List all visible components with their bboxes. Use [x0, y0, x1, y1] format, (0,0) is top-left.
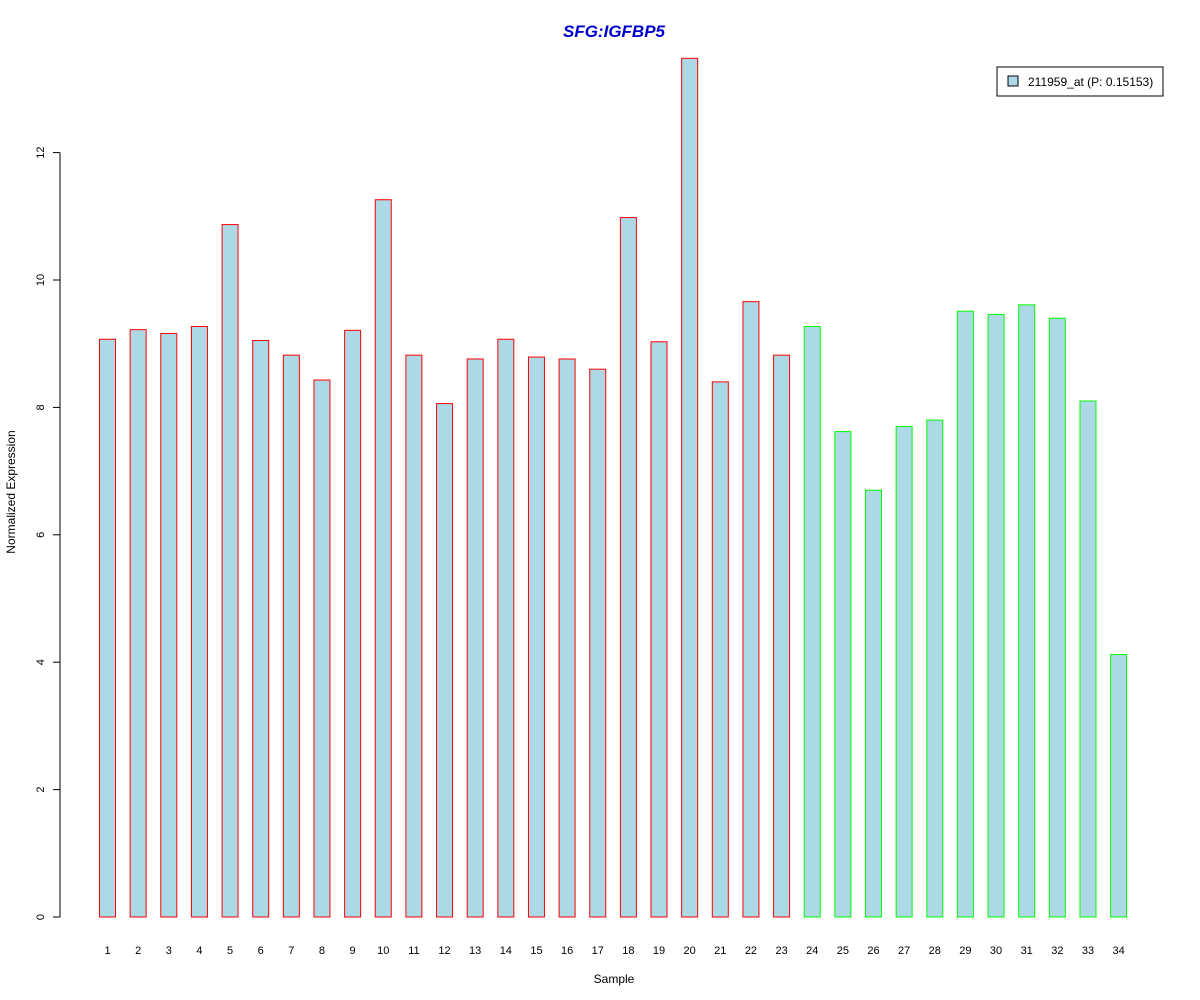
x-tick-label: 16 — [561, 945, 573, 957]
x-tick-label: 22 — [745, 945, 757, 957]
x-tick-label: 25 — [837, 945, 849, 957]
x-tick-label: 31 — [1021, 945, 1033, 957]
bar — [190, 326, 208, 918]
bar — [221, 224, 239, 918]
bar — [282, 354, 300, 918]
x-tick-label: 26 — [867, 945, 879, 957]
bar — [742, 301, 760, 918]
x-tick-label: 2 — [135, 945, 141, 957]
bar — [558, 358, 576, 918]
x-tick-label: 30 — [990, 945, 1002, 957]
bar — [1018, 304, 1036, 918]
x-tick-label: 18 — [622, 945, 634, 957]
bar — [773, 354, 791, 918]
bar — [1048, 317, 1066, 918]
x-tick-label: 32 — [1051, 945, 1063, 957]
x-tick-label: 20 — [684, 945, 696, 957]
y-axis-label: Normalized Expression — [4, 430, 18, 553]
bar — [711, 381, 729, 918]
legend: 211959_at (P: 0.15153) — [996, 66, 1164, 97]
x-tick-label: 7 — [288, 945, 294, 957]
bar — [497, 338, 515, 918]
bar — [895, 426, 913, 918]
bar — [1079, 400, 1097, 918]
bar — [160, 333, 178, 918]
x-tick-label: 33 — [1082, 945, 1094, 957]
y-axis: 0 2 4 6 8 10 12 — [35, 146, 61, 920]
x-tick-label: 11 — [408, 945, 419, 957]
x-tick-label: 4 — [196, 945, 202, 957]
legend-label: 211959_at (P: 0.15153) — [1028, 75, 1153, 89]
y-tick-label: 4 — [35, 659, 47, 665]
bar — [834, 431, 852, 918]
bar — [681, 57, 699, 918]
x-tick-label: 10 — [377, 945, 389, 957]
x-tick-label: 12 — [438, 945, 450, 957]
x-tick-label: 17 — [592, 945, 604, 957]
x-tick-label: 28 — [929, 945, 941, 957]
x-tick-label: 27 — [898, 945, 910, 957]
bars-group — [99, 57, 1128, 918]
bar — [803, 326, 821, 918]
bar — [926, 419, 944, 918]
y-tick-label: 10 — [35, 274, 47, 286]
bar — [99, 338, 116, 918]
bar — [619, 217, 637, 918]
y-tick-label: 6 — [35, 532, 47, 538]
y-tick-label: 2 — [35, 787, 47, 793]
chart-title: SFG:IGFBP5 — [563, 22, 666, 41]
bar — [865, 489, 882, 918]
bar — [405, 354, 423, 918]
x-tick-label: 23 — [775, 945, 787, 957]
x-tick-label: 19 — [653, 945, 665, 957]
x-tick-label: 3 — [166, 945, 172, 957]
bar — [466, 358, 484, 918]
bar — [987, 313, 1005, 918]
x-tick-label: 15 — [530, 945, 542, 957]
legend-swatch — [1007, 75, 1019, 87]
x-tick-label: 21 — [714, 945, 726, 957]
x-axis-label: Sample — [594, 972, 635, 986]
bar — [436, 403, 454, 918]
bar — [344, 329, 362, 918]
y-tick-label: 12 — [35, 146, 47, 158]
x-tick-label: 29 — [959, 945, 971, 957]
bar — [956, 310, 974, 918]
x-tick-labels: 1 2 3 4 5 6 7 8 9 10 11 12 13 14 15 16 17 18 19 20 21 22 23 24 2… — [104, 945, 1124, 957]
bar — [650, 341, 668, 918]
x-tick-label: 13 — [469, 945, 481, 957]
bar — [252, 340, 270, 918]
bar — [313, 379, 331, 918]
x-tick-label: 14 — [500, 945, 512, 957]
x-tick-label: 8 — [319, 945, 325, 957]
bar — [374, 199, 392, 918]
bar — [527, 356, 545, 918]
y-tick-label: 0 — [35, 914, 47, 920]
bar — [589, 368, 607, 918]
bar — [129, 329, 147, 918]
x-tick-label: 34 — [1112, 945, 1124, 957]
legend-box — [996, 66, 1164, 97]
x-tick-label: 6 — [258, 945, 264, 957]
bar — [1110, 654, 1128, 918]
y-tick-label: 8 — [35, 404, 47, 410]
x-tick-label: 1 — [104, 945, 110, 957]
x-tick-label: 5 — [227, 945, 233, 957]
x-tick-label: 24 — [806, 945, 818, 957]
x-tick-label: 9 — [350, 945, 356, 957]
